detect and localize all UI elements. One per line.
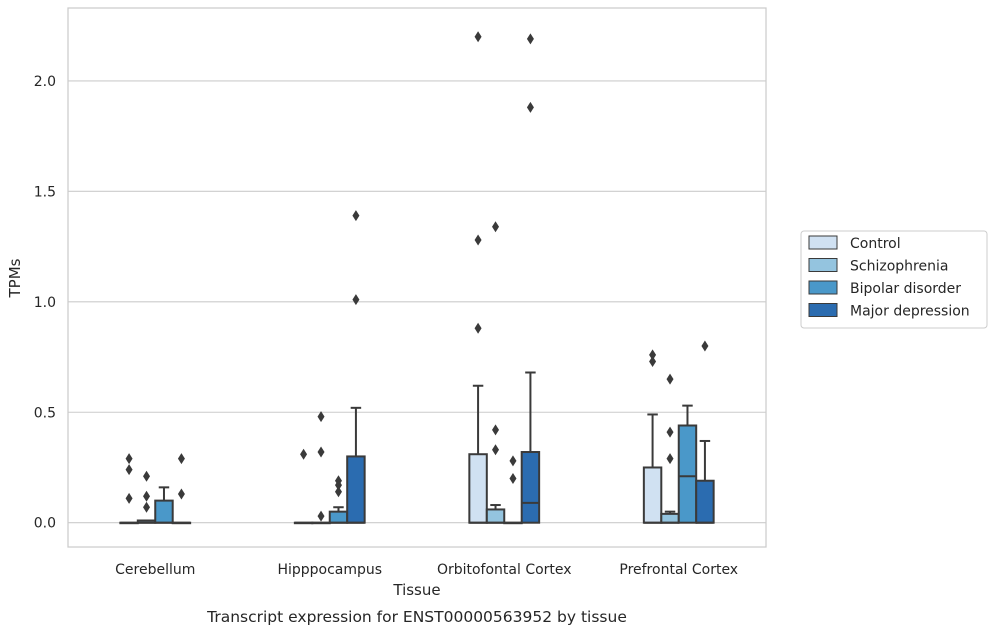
box-group [695,340,715,524]
chart-caption: Transcript expression for ENST0000056395… [206,608,627,626]
outlier-point [492,424,500,436]
box [660,512,680,524]
box [695,479,715,524]
box [485,508,506,524]
y-tick-label: 0.5 [34,405,56,421]
box-group [119,453,139,525]
box-group [154,486,174,524]
outlier-point [125,492,133,504]
outlier-point [143,501,151,513]
outlier-point [492,221,500,233]
outlier-point [125,464,133,476]
outlier-point [317,411,325,423]
box-group [677,404,698,524]
x-tick-label: Cerebellum [115,562,195,578]
box-group [520,33,541,524]
legend-swatch [808,258,838,272]
outlier-point [352,294,360,306]
outlier-point [300,448,308,460]
outlier-point [666,373,674,385]
outlier-point [352,210,360,222]
outlier-point [526,33,534,45]
outlier-point [509,455,517,467]
legend-label: Major depression [850,304,970,320]
box [520,451,541,524]
outlier-point [177,453,185,465]
outlier-point [334,486,342,498]
outlier-point [177,488,185,500]
outlier-point [649,349,657,361]
outlier-point [474,322,482,334]
y-axis-label: TPMs [6,258,24,298]
outlier-point [125,453,133,465]
box [328,510,349,524]
gridlines [68,80,766,524]
x-axis-label: Tissue [392,581,440,599]
box-series [119,31,715,525]
outlier-point [526,101,534,113]
legend-swatch [808,280,838,295]
box-group [346,210,366,524]
box [154,499,174,524]
box-group [468,31,488,524]
outlier-point [666,453,674,465]
outlier-point [649,355,657,367]
box-group [171,453,192,525]
outlier-point [492,444,500,456]
box-group [485,221,506,524]
legend: Control Schizophrenia Bipolar disorder Majo… [800,230,988,329]
outlier-point [666,426,674,438]
x-axis-ticks: Cerebellum Hipppocampus Orbitofontal Corte… [115,562,738,578]
x-tick-label: Orbitofontal Cortex [437,562,572,578]
y-tick-label: 1.5 [34,184,56,200]
box [642,466,663,524]
legend-label: Schizophrenia [850,259,948,275]
box [677,424,698,524]
x-tick-label: Hipppocampus [277,562,382,578]
box-group [293,448,314,525]
outlier-point [143,490,151,502]
legend-label: Bipolar disorder [850,281,961,297]
outlier-point [474,234,482,246]
y-tick-label: 0.0 [34,516,56,532]
outlier-point [334,479,342,491]
box [468,453,488,524]
box-group [503,455,523,525]
y-tick-label: 2.0 [34,74,56,90]
outlier-point [509,473,517,485]
outlier-point [317,510,325,522]
box-group [642,349,663,524]
box [346,455,366,524]
box-group [328,475,349,524]
legend-swatch [808,303,838,317]
outlier-point [701,340,709,352]
y-tick-label: 1.0 [34,295,56,311]
box-group [660,373,680,524]
legend-frame [800,230,988,329]
outlier-point [317,446,325,458]
box-group [311,411,331,525]
box-group [136,470,157,524]
legend-label: Control [850,236,901,252]
outlier-point [474,31,482,43]
legend-swatch [808,235,838,250]
x-tick-label: Prefrontal Cortex [619,562,738,578]
y-axis-ticks: 0.0 0.5 1.0 1.5 2.0 [34,74,56,532]
outlier-point [143,470,151,482]
plot-frame [67,7,767,548]
